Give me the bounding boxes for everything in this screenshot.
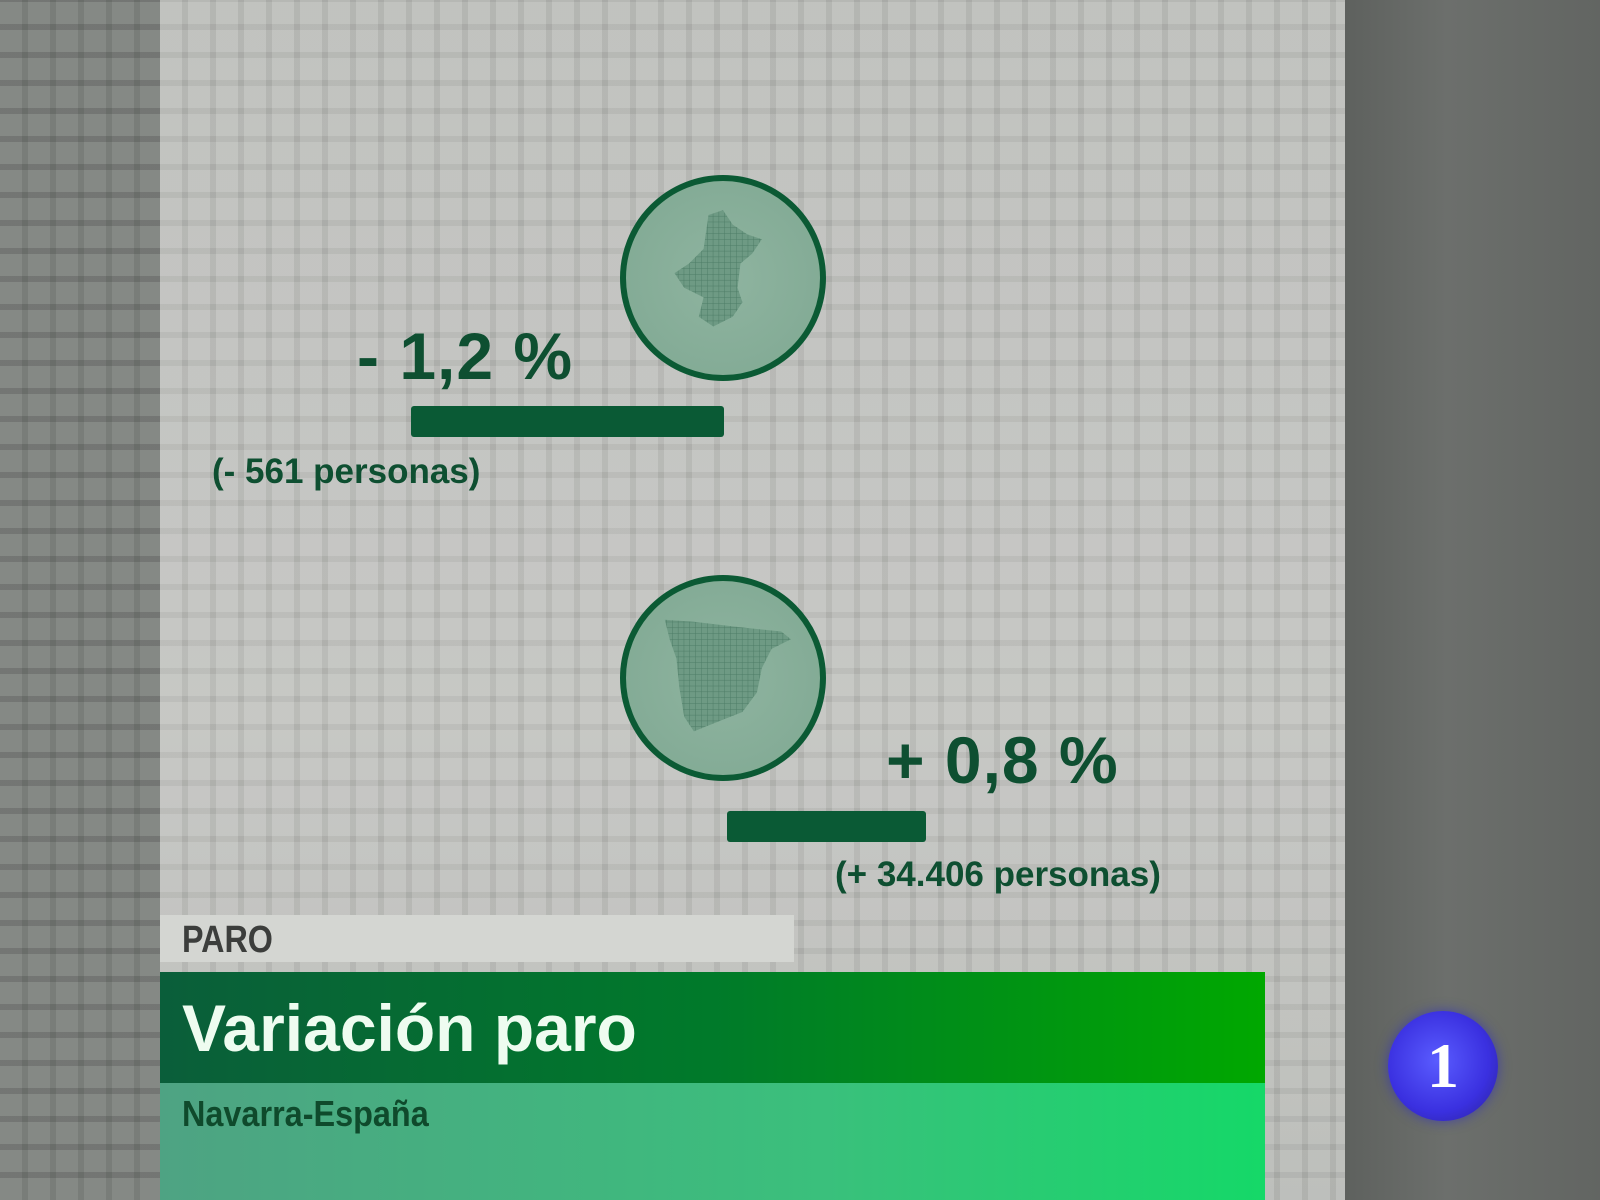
caption-title: Variación paro — [182, 991, 637, 1065]
subtitle-bar: Navarra-España — [160, 1083, 1265, 1200]
section-label-bar: PARO — [160, 915, 794, 962]
background-right-band — [1345, 0, 1600, 1200]
navarra-people: (- 561 personas) — [212, 452, 481, 491]
navarra-map-icon — [620, 175, 826, 381]
section-label: PARO — [182, 919, 273, 961]
navarra-percent: - 1,2 % — [357, 319, 574, 393]
title-bar: Variación paro — [160, 972, 1265, 1083]
espana-people: (+ 34.406 personas) — [835, 855, 1161, 894]
spain-map-icon — [620, 575, 826, 781]
channel-logo-text: 1 — [1427, 1030, 1459, 1101]
background-left-band — [0, 0, 160, 1200]
caption-subtitle: Navarra-España — [182, 1093, 429, 1134]
espana-percent: + 0,8 % — [886, 723, 1119, 797]
navarra-bar — [411, 406, 724, 437]
channel-logo: 1 — [1388, 1011, 1498, 1121]
espana-bar — [727, 811, 926, 842]
